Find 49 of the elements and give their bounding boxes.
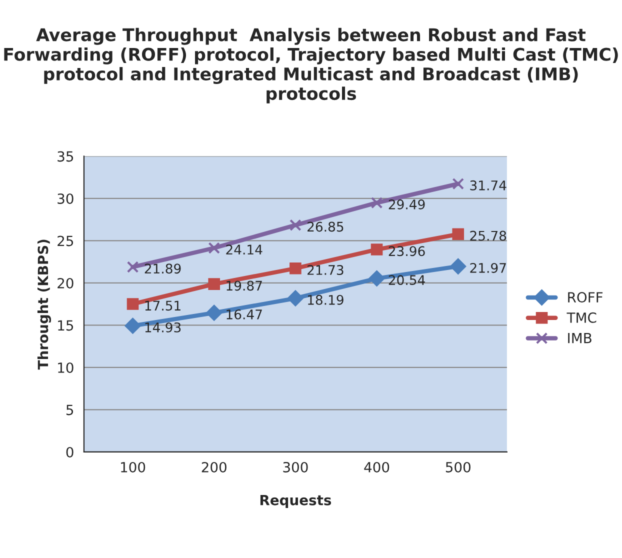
point xyxy=(452,178,464,190)
point xyxy=(370,196,383,209)
x-tick-label: 400 xyxy=(364,462,390,472)
x-axis-title: Requests xyxy=(260,495,332,508)
data-label: 21.89 xyxy=(144,264,181,274)
chart-title: Average Throughput Analysis between Robust and Fast Forwarding (ROFF) protocol, Trajectory based Multi Cast (TMC) protocol and Integrated Multicast and Broadcast (IMB) protocols xyxy=(4,28,618,104)
data-label: 19.87 xyxy=(226,280,262,291)
point xyxy=(288,290,304,306)
point xyxy=(126,298,139,310)
point xyxy=(126,261,139,273)
data-label: 14.93 xyxy=(145,322,181,332)
x-tick-label: 200 xyxy=(202,462,226,472)
data-label: 18.19 xyxy=(308,294,344,305)
data-label: 26.85 xyxy=(308,222,344,232)
legend-label: TMC xyxy=(566,312,596,323)
data-label: 31.74 xyxy=(470,180,506,190)
legend-label: IMB xyxy=(568,332,592,344)
data-label: 29.49 xyxy=(388,199,425,210)
y-tick-label: 0 xyxy=(66,446,74,458)
point xyxy=(368,270,385,286)
data-label: 20.54 xyxy=(388,275,425,286)
x-tick-label: 500 xyxy=(446,462,470,472)
y-axis-title: Throught (KBPS) xyxy=(37,240,52,370)
x-tick-label: 300 xyxy=(283,462,308,472)
y-tick-label: 35 xyxy=(58,151,74,162)
point xyxy=(208,278,220,290)
point xyxy=(452,228,464,240)
y-tick-label: 30 xyxy=(58,193,74,204)
point xyxy=(208,242,220,254)
y-tick-label: 15 xyxy=(58,320,74,331)
data-label: 23.96 xyxy=(388,246,425,256)
y-tick-label: 20 xyxy=(58,278,74,288)
point xyxy=(290,219,302,232)
y-tick-label: 10 xyxy=(58,362,74,373)
y-tick-label: 25 xyxy=(58,236,74,246)
data-label: 21.97 xyxy=(470,262,506,273)
point xyxy=(290,262,302,274)
data-label: 16.47 xyxy=(226,309,262,320)
data-label: 21.73 xyxy=(308,264,344,275)
point xyxy=(124,318,141,334)
point xyxy=(450,258,466,274)
data-label: 17.51 xyxy=(145,300,180,311)
data-label: 24.14 xyxy=(226,244,262,254)
x-tick-label: 100 xyxy=(121,462,146,472)
point xyxy=(206,304,222,321)
data-label: 25.78 xyxy=(470,230,506,241)
legend-label: ROFF xyxy=(568,292,603,303)
y-tick-label: 5 xyxy=(66,404,74,416)
point xyxy=(370,244,383,256)
